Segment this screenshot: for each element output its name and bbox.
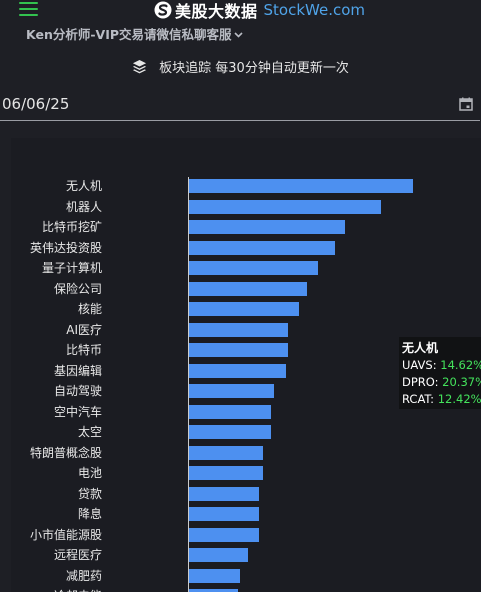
- chart-bar[interactable]: [189, 363, 287, 378]
- category-label: 机器人: [65, 199, 102, 214]
- category-label: 空中汽车: [53, 404, 102, 419]
- chart-bar[interactable]: [189, 548, 249, 562]
- chevron-down-icon: [233, 31, 243, 38]
- tooltip-row: RCAT: 12.42%: [402, 392, 481, 406]
- category-label: 电池: [77, 466, 102, 480]
- category-label: 远程医疗: [53, 548, 102, 562]
- chart-bar[interactable]: [189, 445, 263, 460]
- date-value: 06/06/25: [2, 95, 70, 113]
- chart-bar[interactable]: [189, 220, 346, 234]
- menu-icon[interactable]: [19, 2, 38, 16]
- tooltip-row: UAVS: 14.62%: [402, 358, 481, 372]
- chart-bar[interactable]: [189, 384, 274, 398]
- chart-bar[interactable]: [189, 199, 382, 214]
- sector-bar-chart: 无人机 机器人 比特币挖矿 英伟达投资股 量子计算机 保险公司 核能 AI医疗 比特币 基因编辑自…: [11, 138, 481, 592]
- tooltip-title: 无人机: [402, 341, 439, 355]
- category-label: 降息: [77, 507, 102, 521]
- chart-bar[interactable]: [189, 261, 318, 275]
- category-label: 太空: [77, 425, 102, 439]
- category-label: 核能: [77, 302, 102, 316]
- chart-bar[interactable]: [189, 466, 263, 480]
- tooltip-pct: 12.42%: [437, 392, 481, 406]
- chart-bar[interactable]: [189, 322, 289, 337]
- category-label: 基因编辑: [53, 363, 102, 378]
- brand-name: 美股大数据: [175, 2, 258, 21]
- category-label: 冷却电能: [54, 589, 102, 592]
- category-label: 贷款: [77, 486, 102, 501]
- category-label: 比特币: [65, 343, 102, 357]
- stockwe-logo-icon: [154, 1, 172, 19]
- tooltip-ticker: UAVS:: [402, 358, 437, 372]
- tooltip-ticker: RCAT:: [402, 392, 435, 406]
- chart-bar[interactable]: [189, 240, 335, 255]
- chart-bar[interactable]: [189, 568, 240, 583]
- subtitle-menu[interactable]: Ken分析师-VIP交易请微信私聊客服: [26, 24, 243, 43]
- brand-site: StockWe.com: [263, 1, 366, 19]
- tooltip-ticker: DPRO:: [402, 375, 439, 389]
- category-label: 无人机: [65, 179, 102, 193]
- category-label: 自动驾驶: [53, 384, 102, 398]
- category-label: 保险公司: [53, 281, 102, 296]
- category-label: 减肥药: [65, 568, 102, 583]
- tooltip-row: DPRO: 20.37%: [402, 375, 481, 389]
- chart-bar[interactable]: [189, 281, 308, 296]
- top-bar: 美股大数据 StockWe.com: [0, 0, 481, 22]
- tooltip-pct: 14.62%: [440, 358, 481, 372]
- tooltip-pct: 20.37%: [442, 375, 481, 389]
- chart-bar[interactable]: [189, 527, 259, 542]
- chart-tooltip: 无人机 UAVS: 14.62% DPRO: 20.37% RCAT: 12.4…: [399, 337, 481, 409]
- calendar-icon[interactable]: [459, 97, 473, 111]
- date-input[interactable]: 06/06/25: [0, 90, 480, 121]
- category-label: AI医疗: [66, 322, 102, 337]
- brand[interactable]: 美股大数据 StockWe.com: [154, 0, 366, 21]
- category-label: 英伟达投资股: [29, 240, 102, 255]
- chart-bar[interactable]: [189, 425, 272, 439]
- chart-bar[interactable]: [189, 486, 259, 501]
- chart-bar[interactable]: [189, 302, 299, 316]
- chart-bar[interactable]: [189, 404, 272, 419]
- category-label: 小市值能源股: [29, 527, 102, 542]
- notice-text: 板块追踪 每30分钟自动更新一次: [159, 60, 349, 76]
- subtitle-text: Ken分析师-VIP交易请微信私聊客服: [26, 27, 232, 42]
- chart-bar[interactable]: [189, 589, 238, 592]
- category-label: 特朗普概念股: [29, 445, 102, 460]
- chart-bar[interactable]: [189, 343, 289, 357]
- layers-icon: [133, 59, 147, 73]
- chart-axis-line: [188, 177, 189, 592]
- chart-bar[interactable]: [189, 179, 413, 193]
- update-notice: 板块追踪 每30分钟自动更新一次: [0, 57, 481, 76]
- category-label: 量子计算机: [41, 261, 102, 275]
- category-label: 比特币挖矿: [41, 220, 102, 234]
- chart-bar[interactable]: [189, 507, 259, 521]
